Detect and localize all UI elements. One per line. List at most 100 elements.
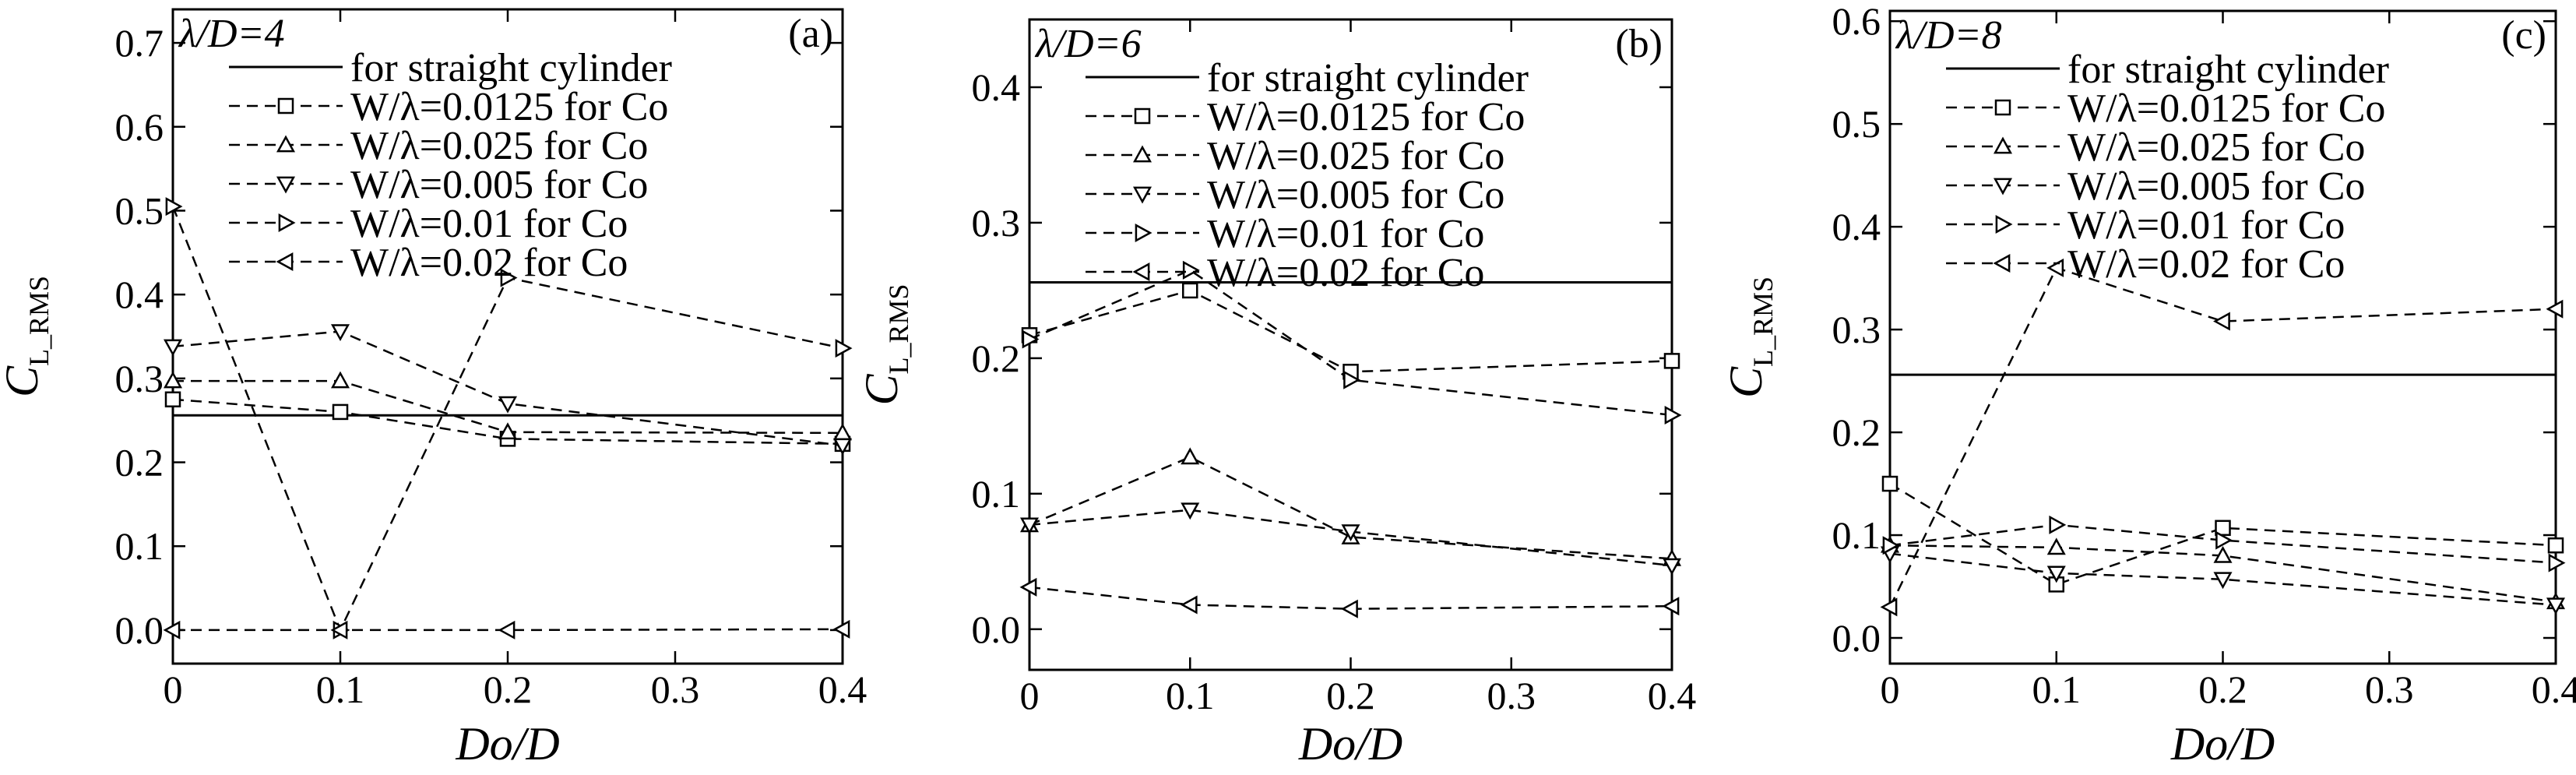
legend-label-4: W/λ=0.01 for Co (2067, 203, 2345, 248)
legend-label-3: W/λ=0.005 for Co (1207, 173, 1504, 217)
legend-label-reference: for straight cylinder (350, 46, 672, 90)
data-point-triangle-right (1343, 370, 1360, 389)
series-line-2 (173, 379, 843, 435)
series-line-3 (172, 330, 843, 447)
x-tick-label: 0 (1881, 668, 1900, 711)
legend-marker-triangle-down (1132, 186, 1153, 204)
data-point-triangle-right (1022, 329, 1040, 349)
y-tick-label: 0.4 (972, 65, 1021, 109)
x-tick-label: 0.4 (2532, 668, 2576, 711)
x-tick-label: 0.2 (1326, 674, 1375, 717)
panel-a: 0 0.1 0.2 0.3 0.4 0.0 0.1 0.2 0.3 0.4 0.5 0.6 0.7 Do/… (0, 8, 867, 770)
y-tick-label: 0.0 (1832, 616, 1881, 660)
legend-marker-triangle-up (1132, 145, 1153, 163)
data-point-triangle-down (163, 339, 183, 357)
y-tick-label: 0.3 (972, 201, 1021, 245)
data-point-triangle-left (1341, 599, 1358, 618)
x-axis-title: Do/D (1298, 718, 1402, 770)
data-point-triangle-up (330, 371, 350, 389)
x-tick-label: 0.1 (2032, 668, 2082, 711)
legend-label-5: W/λ=0.02 for Co (1207, 251, 1484, 295)
y-tick-label: 0.5 (1832, 102, 1881, 146)
data-point-triangle-right (500, 268, 518, 287)
data-point-triangle-down (1181, 502, 1200, 520)
legend-label-5: W/λ=0.02 for Co (350, 241, 628, 285)
data-point-triangle-right (1664, 405, 1682, 424)
data-point-triangle-down (2046, 565, 2066, 583)
series-line-3 (1029, 509, 1673, 567)
y-tick-label: 0.1 (115, 524, 164, 568)
data-point-triangle-left (163, 620, 181, 639)
series-line-1 (1029, 289, 1673, 373)
x-tick-label: 0.4 (1648, 674, 1697, 717)
legend-label-1: W/λ=0.0125 for Co (350, 85, 668, 129)
data-point-triangle-right (165, 197, 183, 217)
legend-marker-triangle-down (276, 176, 296, 194)
legend-marker-triangle-up (276, 135, 296, 153)
data-point-triangle-down (1019, 517, 1040, 535)
series-line-5 (1888, 266, 2557, 608)
x-tick-label: 0.2 (484, 668, 533, 711)
x-tick-label: 0.2 (2198, 668, 2247, 711)
series-line-4 (171, 206, 843, 633)
data-point-triangle-right (2049, 515, 2067, 534)
y-axis-title: CL_RMS (1720, 277, 1779, 398)
data-point-triangle-right (1182, 260, 1200, 280)
series-line-5 (1029, 586, 1673, 610)
series-line-1 (172, 398, 843, 446)
data-point-triangle-up (2046, 537, 2066, 555)
panel-title: λ/D=4 (178, 12, 285, 56)
legend-label-reference: for straight cylinder (1207, 56, 1529, 100)
legend-label-5: W/λ=0.02 for Co (2067, 242, 2345, 287)
panel-c: 0 0.1 0.2 0.3 0.4 0.0 0.1 0.2 0.3 0.4 0.5 0.6 Do/D CL… (1720, 0, 2576, 770)
data-point-triangle-down (2213, 572, 2233, 590)
legend-label-3: W/λ=0.005 for Co (350, 163, 648, 207)
series-line-1 (1889, 482, 2557, 586)
data-point-square (1182, 282, 1198, 299)
y-tick-label: 0.6 (1832, 0, 1881, 43)
legend-label-4: W/λ=0.01 for Co (1207, 212, 1484, 256)
legend-label-2: W/λ=0.025 for Co (1207, 134, 1504, 178)
x-tick-label: 0.3 (651, 668, 700, 711)
x-tick-label: 0.4 (818, 668, 867, 711)
data-point-square (2547, 537, 2564, 554)
data-point-triangle-up (163, 371, 183, 389)
data-point-triangle-up (498, 422, 518, 440)
legend-marker-triangle-right (278, 213, 296, 233)
data-point-triangle-up (1181, 447, 1200, 465)
data-point-triangle-down (498, 396, 518, 414)
legend-label-3: W/λ=0.005 for Co (2067, 164, 2365, 209)
panel-title: λ/D=8 (1895, 13, 2002, 58)
legend-marker-triangle-right (1995, 214, 2013, 234)
data-point-triangle-down (2546, 597, 2566, 615)
x-tick-label: 0.3 (2365, 668, 2414, 711)
data-point-triangle-right (2215, 530, 2233, 550)
data-point-triangle-down (1662, 558, 1682, 576)
y-tick-label: 0.3 (1832, 308, 1881, 351)
legend-label-1: W/λ=0.0125 for Co (2067, 86, 2385, 131)
data-point-triangle-down (1341, 524, 1360, 542)
y-tick-label: 0.5 (115, 188, 164, 232)
x-axis-title: Do/D (455, 718, 559, 770)
data-point-triangle-right (835, 339, 853, 358)
data-point-square (332, 403, 349, 421)
y-tick-label: 0.0 (115, 608, 164, 652)
x-axis-title: Do/D (2170, 718, 2275, 770)
data-point-triangle-right (2548, 553, 2566, 572)
panel-letter: (c) (2501, 13, 2546, 58)
legend-marker-triangle-up (1993, 136, 2013, 154)
legend-label-1: W/λ=0.0125 for Co (1207, 95, 1525, 139)
legend-marker-triangle-left (1993, 253, 2011, 273)
y-tick-label: 0.0 (972, 608, 1021, 651)
data-point-triangle-left (330, 620, 348, 639)
x-tick-label: 0.1 (1166, 674, 1215, 717)
data-point-triangle-down (832, 438, 853, 456)
y-tick-label: 0.2 (972, 336, 1021, 380)
series-line-3 (1889, 552, 2557, 607)
y-tick-label: 0.4 (1832, 205, 1881, 248)
data-point-triangle-left (1019, 577, 1037, 597)
series-line-5 (173, 628, 843, 632)
data-point-triangle-down (330, 324, 350, 342)
